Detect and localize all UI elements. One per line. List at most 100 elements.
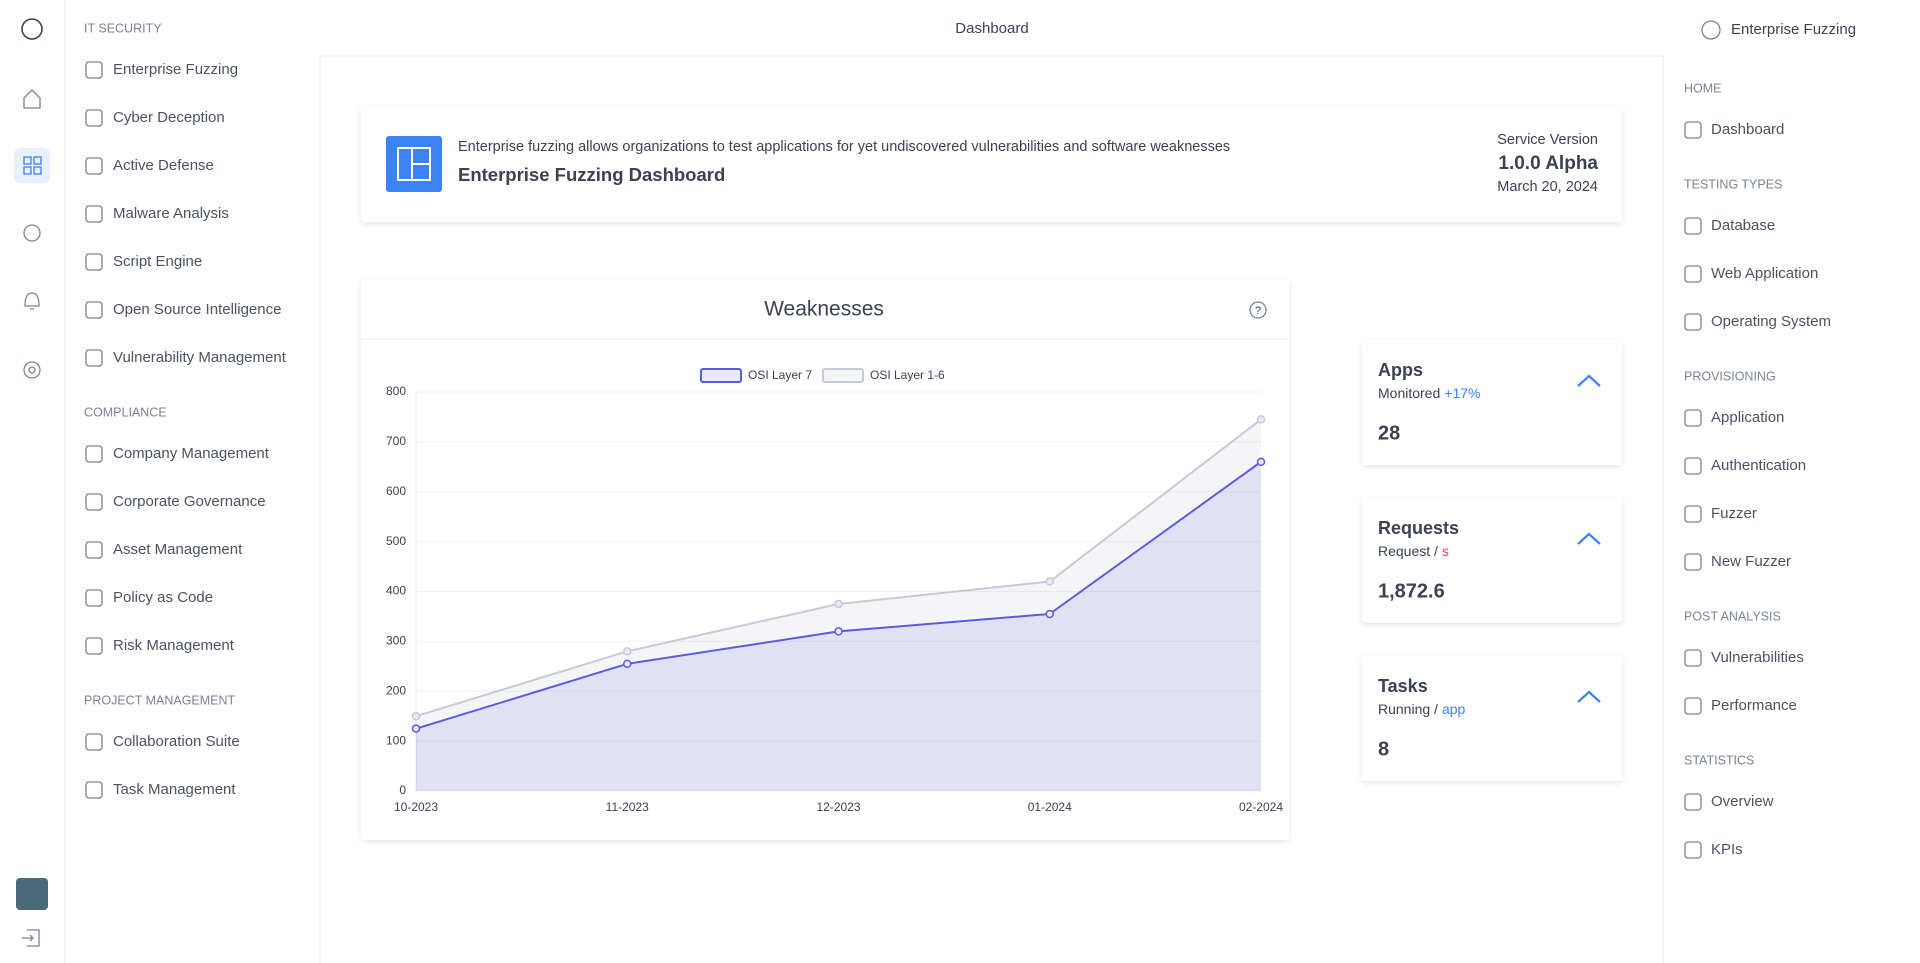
nav-item[interactable]: Script Engine	[113, 253, 202, 270]
nav-icon	[85, 589, 103, 607]
nav-icon	[1684, 505, 1702, 523]
chart: 0 100 200 300 400 500 600 700 800 10-2023 11-2023 1…	[386, 368, 1283, 814]
nav-icon	[1684, 649, 1702, 667]
logout-icon[interactable]	[22, 929, 40, 947]
nav-item[interactable]: Authentication	[1711, 457, 1806, 474]
nav-item[interactable]: Application	[1711, 409, 1784, 426]
nav-item[interactable]: Vulnerability Management	[113, 349, 287, 366]
stat-title: Tasks	[1378, 676, 1428, 696]
nav-item[interactable]: Risk Management	[113, 637, 235, 654]
nav-icon	[85, 445, 103, 463]
nav-item[interactable]: Performance	[1711, 697, 1797, 714]
x-tick-label: 11-2023	[606, 800, 649, 814]
nav-item[interactable]: Company Management	[113, 445, 270, 462]
nav-item[interactable]: Web Application	[1711, 265, 1818, 282]
section-label: PROJECT MANAGEMENT	[84, 693, 236, 707]
help-icon[interactable]	[1249, 301, 1267, 319]
nav-icon	[1684, 841, 1702, 859]
nav-item[interactable]: Dashboard	[1711, 121, 1784, 138]
nav-item[interactable]: Fuzzer	[1711, 505, 1757, 522]
stat-toggle[interactable]	[1577, 532, 1601, 545]
y-tick-label: 200	[386, 683, 406, 697]
stats-icon[interactable]	[23, 224, 41, 242]
stat-card	[1362, 498, 1622, 623]
legend-label[interactable]: OSI Layer 1-6	[870, 368, 945, 382]
nav-icon	[1684, 217, 1702, 235]
legend-label[interactable]: OSI Layer 7	[748, 368, 812, 382]
y-tick-label: 600	[386, 484, 406, 498]
nav-icon	[85, 733, 103, 751]
y-tick-label: 800	[386, 384, 406, 398]
nav-icon	[85, 781, 103, 799]
stat-card	[1362, 656, 1622, 781]
nav-icon	[85, 205, 103, 223]
nav-item[interactable]: Collaboration Suite	[113, 733, 240, 750]
version-label: Service Version	[1497, 132, 1598, 148]
stat-toggle[interactable]	[1577, 690, 1601, 703]
nav-item[interactable]: Cyber Deception	[113, 109, 225, 126]
nav-icon	[85, 157, 103, 175]
nav-icon	[85, 349, 103, 367]
avatar[interactable]	[16, 878, 48, 910]
stat-title: Requests	[1378, 518, 1459, 538]
settings-icon[interactable]	[23, 361, 41, 379]
page-title: Dashboard	[955, 20, 1028, 37]
nav-item[interactable]: Operating System	[1711, 313, 1831, 330]
data-point	[1256, 415, 1266, 424]
stat-title: Apps	[1378, 360, 1423, 380]
nav-icon	[85, 637, 103, 655]
stats: Apps Monitored +17% 28 Requests Request / s 1,8…	[1362, 340, 1622, 781]
nav-item[interactable]: Overview	[1711, 793, 1774, 810]
nav-item[interactable]: Malware Analysis	[113, 205, 229, 222]
dashboard-icon[interactable]	[23, 156, 42, 175]
nav-item[interactable]: Vulnerabilities	[1711, 649, 1804, 666]
nav-item[interactable]: Database	[1711, 217, 1775, 234]
stat-value: 8	[1378, 738, 1389, 760]
navigation: IT SECURITY Enterprise Fuzzing Cyber Decep…	[84, 21, 1831, 859]
y-tick-label: 100	[386, 733, 406, 747]
data-point	[623, 659, 632, 669]
section-label: TESTING TYPES	[1684, 177, 1782, 191]
nav-item[interactable]: Active Defense	[113, 157, 214, 174]
chart-card	[361, 279, 1289, 840]
nav-item[interactable]: Open Source Intelligence	[113, 301, 281, 318]
nav-item[interactable]: New Fuzzer	[1711, 553, 1791, 570]
banner-card	[361, 107, 1622, 222]
stat-accent: s	[1442, 543, 1449, 559]
stat-toggle[interactable]	[1577, 374, 1601, 387]
nav-item[interactable]: Corporate Governance	[113, 493, 266, 510]
x-tick-label: 01-2024	[1028, 800, 1072, 814]
stat-value: 28	[1378, 422, 1400, 444]
data-point	[1045, 609, 1054, 619]
legend-swatch[interactable]	[822, 368, 864, 383]
x-tick-label: 10-2023	[394, 800, 438, 814]
nav-icon	[1684, 457, 1702, 475]
stat-subtitle-text: Request /	[1378, 543, 1438, 559]
nav-icon	[1684, 409, 1702, 427]
section-label: STATISTICS	[1684, 753, 1754, 767]
nav-item[interactable]: Task Management	[113, 781, 236, 798]
legend-swatch[interactable]	[700, 368, 742, 383]
nav-icon	[1684, 265, 1702, 283]
bell-icon[interactable]	[24, 292, 40, 310]
section-label: PROVISIONING	[1684, 369, 1776, 383]
stat-subtitle: Running / app	[1378, 701, 1466, 717]
nav-item[interactable]: Policy as Code	[113, 589, 213, 606]
nav-icon	[1684, 697, 1702, 715]
home-icon[interactable]	[23, 89, 41, 109]
nav-item[interactable]: Enterprise Fuzzing	[113, 61, 238, 78]
stat-card	[1362, 340, 1622, 465]
section-label: COMPLIANCE	[84, 405, 167, 419]
active-bg	[14, 148, 50, 183]
product-name[interactable]: Enterprise Fuzzing	[1731, 21, 1856, 38]
data-point	[834, 599, 843, 609]
nav-icon	[85, 61, 103, 79]
nav-icon	[85, 493, 103, 511]
stat-accent: +17%	[1444, 385, 1480, 401]
nav-icon	[85, 541, 103, 559]
nav-item[interactable]: KPIs	[1711, 841, 1743, 858]
nav-item[interactable]: Asset Management	[113, 541, 243, 558]
y-tick-label: 300	[386, 634, 406, 648]
stat-accent: app	[1442, 701, 1466, 717]
